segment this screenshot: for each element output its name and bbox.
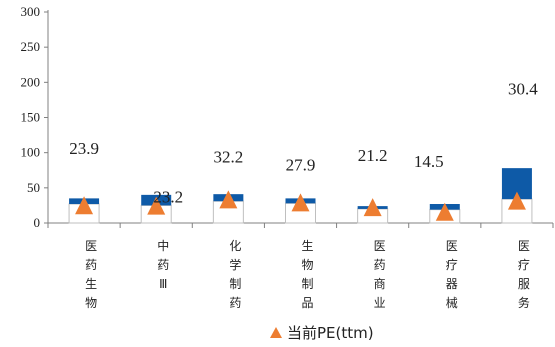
category-char: 物 xyxy=(301,258,313,272)
legend-triangle-marker xyxy=(270,327,282,338)
pe-value-label-1: 23.9 xyxy=(69,139,99,158)
category-char: 疗 xyxy=(518,258,530,272)
data-labels: 23.9 23.2 32.2 27.9 21.2 14.5 30.4 xyxy=(69,80,538,207)
category-char: 商 xyxy=(374,276,386,291)
y-tick-label: 200 xyxy=(21,74,41,89)
category-label-1: 医药生物 xyxy=(85,239,97,310)
y-tick-label: 0 xyxy=(34,215,41,230)
pe-value-label-3: 32.2 xyxy=(213,147,243,166)
category-label-3: 化学制药 xyxy=(229,239,241,310)
category-char: 疗 xyxy=(446,258,458,272)
pe-value-label-6: 14.5 xyxy=(414,152,444,171)
category-char: 药 xyxy=(229,296,241,310)
pe-marker-4 xyxy=(291,193,310,212)
category-char: 医 xyxy=(85,239,97,253)
pe-value-label-2: 23.2 xyxy=(153,188,183,207)
category-char: 中 xyxy=(157,238,169,253)
category-label-6: 医疗器械 xyxy=(446,239,458,310)
category-label-2: 中药 Ⅲ xyxy=(157,238,169,291)
pe-marker-5 xyxy=(363,198,382,217)
category-char: 生 xyxy=(85,277,97,291)
category-char: 业 xyxy=(374,296,386,310)
y-tick-label: 50 xyxy=(27,180,40,195)
pe-marker-3 xyxy=(219,190,238,209)
category-char: 医 xyxy=(518,239,530,253)
category-char: 品 xyxy=(301,296,313,310)
category-char: 医 xyxy=(446,239,458,253)
pe-value-label-4: 27.9 xyxy=(286,155,316,174)
pe-marker-6 xyxy=(435,202,454,221)
axes: 0 50 100 150 200 250 300 xyxy=(21,4,554,230)
category-label-4: 生物制品 xyxy=(301,239,313,310)
category-char: 务 xyxy=(518,295,530,310)
pe-marker-2 xyxy=(147,196,166,215)
y-tick-label: 300 xyxy=(21,4,41,19)
category-char: 医 xyxy=(374,239,386,253)
category-char: 器 xyxy=(446,277,458,291)
category-char: 物 xyxy=(85,296,97,310)
category-char: 药 xyxy=(157,258,169,272)
y-tick-label: 100 xyxy=(21,145,41,160)
legend-label: 当前PE(ttm) xyxy=(287,324,374,342)
category-char: 制 xyxy=(301,277,313,291)
category-char: Ⅲ xyxy=(159,277,167,291)
legend: 当前PE(ttm) xyxy=(270,324,374,342)
pe-value-label-5: 21.2 xyxy=(358,146,388,165)
category-char: 药 xyxy=(374,258,386,272)
category-char: 制 xyxy=(229,277,241,291)
category-char: 生 xyxy=(301,239,313,253)
category-char: 械 xyxy=(446,295,458,310)
pe-value-label-7: 30.4 xyxy=(508,80,538,99)
pe-marker-7 xyxy=(507,191,526,210)
markers xyxy=(75,190,526,221)
y-tick-label: 250 xyxy=(21,39,41,54)
category-label-5: 医药商业 xyxy=(374,239,386,310)
category-char: 服 xyxy=(518,277,530,291)
y-tick-label: 150 xyxy=(21,110,41,125)
category-char: 药 xyxy=(85,258,97,272)
pe-marker-1 xyxy=(75,196,94,215)
category-label-7: 医疗服务 xyxy=(518,239,530,310)
category-char: 学 xyxy=(229,257,241,272)
category-char: 化 xyxy=(229,239,241,253)
